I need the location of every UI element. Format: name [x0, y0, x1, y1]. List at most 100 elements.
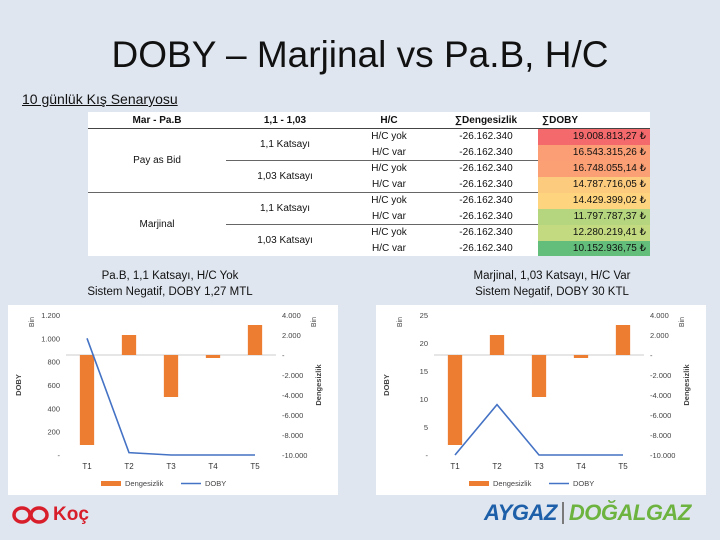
dengesizlik-cell: -26.162.340 — [459, 178, 513, 190]
left-tick-label: 600 — [47, 381, 60, 390]
table-row: H/C var -26.162.340 11.797.787,37 ₺ — [88, 208, 650, 225]
right-tick-label: -6.000 — [282, 411, 303, 420]
dengesizlik-bar — [531, 355, 547, 397]
dengesizlik-cell: -26.162.340 — [434, 224, 538, 241]
left-tick-label: 10 — [420, 395, 428, 404]
dengesizlik-bar — [247, 325, 263, 355]
table-header: H/C — [344, 112, 434, 129]
legend-swatch-dengesizlik — [101, 481, 121, 486]
left-tick-label: 5 — [424, 423, 428, 432]
right-tick-label: -6.000 — [650, 411, 671, 420]
left-tick-label: - — [426, 451, 429, 460]
hc-cell: H/C yok — [344, 160, 434, 177]
caption-right-line2: Sistem Negatif, DOBY 30 KTL — [475, 286, 629, 298]
right-tick-label: -8.000 — [650, 431, 671, 440]
dengesizlik-bar — [121, 335, 137, 355]
category-label: T5 — [618, 462, 628, 471]
right-axis-unit: Bin — [679, 317, 686, 327]
category-label: T2 — [124, 462, 134, 471]
left-tick-label: - — [58, 451, 61, 460]
right-tick-label: - — [282, 351, 285, 360]
right-tick-label: -4.000 — [282, 391, 303, 400]
caption-right-line1: Marjinal, 1,03 Katsayı, H/C Var — [473, 270, 631, 282]
category-label: T5 — [250, 462, 260, 471]
logo-divider — [561, 502, 564, 524]
category-label: T1 — [82, 462, 92, 471]
hc-cell: H/C var — [372, 178, 406, 190]
left-tick-label: 1.200 — [41, 311, 60, 320]
right-axis-unit: Bin — [311, 317, 318, 327]
doby-line — [86, 338, 255, 456]
legend-label: Dengesizlik — [125, 479, 164, 488]
aygaz-dogalgaz-logo: AYGAZ DOĞALGAZ — [484, 500, 691, 526]
right-axis-title: Dengesizlik — [682, 364, 691, 406]
table-header: 1,1 - 1,03 — [226, 112, 344, 129]
table-header: Mar - Pa.B — [88, 112, 226, 129]
category-label: T3 — [534, 462, 544, 471]
doby-cell: 14.429.399,02 ₺ — [538, 192, 650, 209]
left-axis-title: DOBY — [382, 374, 391, 396]
hc-cell: H/C var — [372, 210, 406, 222]
factor-label: 1,1 Katsayı — [259, 139, 311, 150]
left-tick-label: 800 — [47, 358, 60, 367]
chart-right: 252015105-4.0002.000--2.000-4.000-6.000-… — [376, 305, 706, 495]
dengesizlik-cell: -26.162.340 — [459, 131, 513, 143]
scenario-table: Mar - Pa.B 1,1 - 1,03 H/C ∑Dengesizlik ∑… — [88, 112, 650, 256]
table-row: 1,03 Katsayı H/C yok -26.162.340 12.280.219… — [88, 224, 650, 256]
dengesizlik-bar — [573, 355, 589, 358]
hc-cell: H/C var — [372, 242, 406, 254]
left-tick-label: 15 — [420, 367, 428, 376]
factor-label: 1,1 Katsayı — [226, 192, 344, 225]
right-tick-label: -10.000 — [282, 451, 307, 460]
dogalgaz-logo-text: DOĞALGAZ — [568, 500, 691, 525]
left-axis-title: DOBY — [14, 374, 23, 396]
right-tick-label: -8.000 — [282, 431, 303, 440]
dengesizlik-cell: -26.162.340 — [459, 146, 513, 158]
hc-cell: H/C yok — [344, 224, 434, 241]
dengesizlik-bar — [205, 355, 221, 358]
left-tick-label: 400 — [47, 404, 60, 413]
table-header: ∑Dengesizlik — [434, 112, 538, 129]
group-label: Marjinal — [88, 192, 226, 256]
dengesizlik-bar — [447, 355, 463, 445]
right-axis-title: Dengesizlik — [314, 364, 323, 406]
category-label: T4 — [576, 462, 586, 471]
right-tick-label: 4.000 — [650, 311, 669, 320]
right-tick-label: -2.000 — [282, 371, 303, 380]
caption-right: Marjinal, 1,03 Katsayı, H/C Var Sistem N… — [452, 268, 652, 300]
table-row: H/C var -26.162.340 16.543.315,26 ₺ — [88, 144, 650, 161]
table-row: 1,03 Katsayı H/C yok -26.162.340 16.748.055… — [88, 160, 650, 193]
right-tick-label: 4.000 — [282, 311, 301, 320]
doby-cell: 16.543.315,26 ₺ — [538, 144, 650, 161]
dengesizlik-bar — [79, 355, 95, 445]
category-label: T2 — [492, 462, 502, 471]
dengesizlik-cell: -26.162.340 — [459, 210, 513, 222]
right-tick-label: -2.000 — [650, 371, 671, 380]
right-tick-label: -4.000 — [650, 391, 671, 400]
dengesizlik-bar — [615, 325, 631, 355]
doby-line — [454, 403, 623, 456]
category-label: T3 — [166, 462, 176, 471]
doby-cell: 10.152.936,75 ₺ — [538, 240, 650, 256]
hc-cell: H/C var — [372, 146, 406, 158]
factor-label: 1,03 Katsayı — [226, 160, 344, 193]
legend-label: Dengesizlik — [493, 479, 532, 488]
category-label: T4 — [208, 462, 218, 471]
dengesizlik-cell: -26.162.340 — [434, 192, 538, 209]
table-row: Marjinal 1,1 Katsayı H/C yok -26.162.340 14.… — [88, 192, 650, 256]
caption-left-line2: Sistem Negatif, DOBY 1,27 MTL — [87, 286, 253, 298]
right-tick-label: 2.000 — [650, 331, 669, 340]
legend-swatch-dengesizlik — [469, 481, 489, 486]
right-tick-label: -10.000 — [650, 451, 675, 460]
legend-label: DOBY — [573, 479, 594, 488]
dengesizlik-cell: -26.162.340 — [459, 242, 513, 254]
table-row: H/C var -26.162.340 14.787.716,05 ₺ — [88, 176, 650, 193]
group-label: Pay as Bid — [133, 155, 181, 166]
doby-cell: 12.280.219,41 ₺ — [538, 224, 650, 241]
dengesizlik-bar — [163, 355, 179, 397]
table-header: ∑DOBY — [538, 112, 650, 129]
slide-subtitle: 10 günlük Kış Senaryosu — [22, 91, 178, 107]
left-tick-label: 1.000 — [41, 334, 60, 343]
slide-title: DOBY – Marjinal vs Pa.B, H/C — [111, 34, 609, 75]
koc-logo: Koç — [12, 504, 89, 526]
